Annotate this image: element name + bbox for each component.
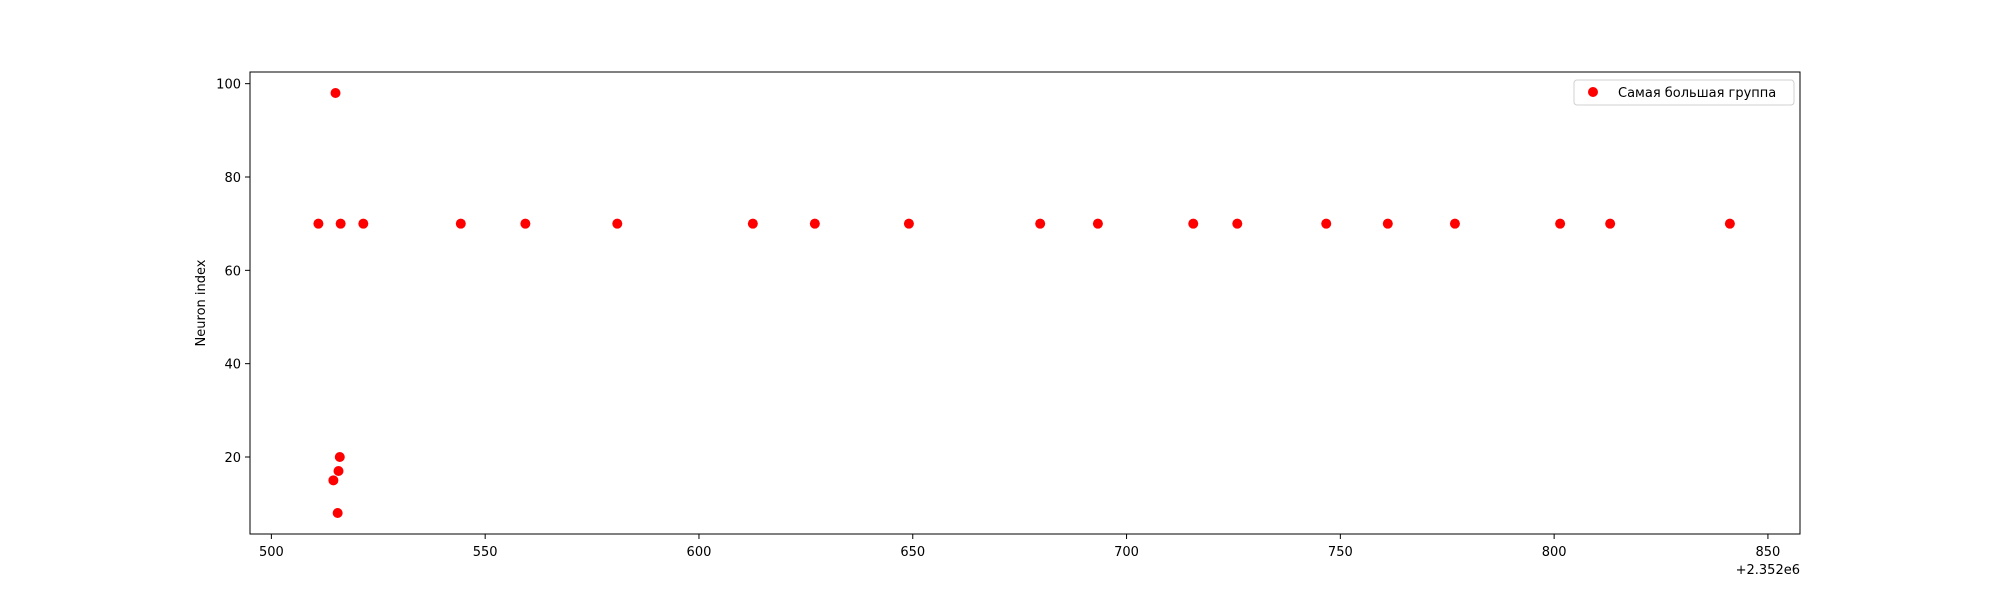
data-point <box>903 218 914 229</box>
legend: Самая большая группа <box>1573 79 1795 106</box>
data-point <box>1724 218 1735 229</box>
data-point <box>612 218 623 229</box>
y-axis-label: Neuron index <box>194 259 209 346</box>
data-point <box>1232 218 1243 229</box>
y-tick-label: 80 <box>224 171 241 186</box>
legend-marker <box>1588 87 1598 97</box>
data-point <box>335 218 346 229</box>
data-point <box>1382 218 1393 229</box>
x-tick-label: 500 <box>259 545 284 560</box>
x-axis-ticks: 500 550 600 650 700 750 800 850 <box>259 534 1780 560</box>
x-tick-label: 600 <box>687 545 712 560</box>
data-point <box>1035 218 1046 229</box>
data-point <box>520 218 531 229</box>
y-tick-label: 100 <box>216 78 241 93</box>
y-tick-label: 60 <box>224 264 241 279</box>
data-point <box>455 218 466 229</box>
plot-frame <box>249 71 1801 535</box>
data-point <box>1092 218 1103 229</box>
x-offset-label: +2.352e6 <box>1736 563 1800 578</box>
legend-entry: Самая большая группа <box>1618 86 1776 101</box>
y-tick-label: 20 <box>224 451 241 466</box>
data-point <box>1605 218 1616 229</box>
data-point <box>313 218 324 229</box>
x-tick-label: 550 <box>473 545 498 560</box>
data-point <box>328 475 339 486</box>
y-tick-label: 40 <box>224 358 241 373</box>
data-point <box>809 218 820 229</box>
data-point <box>1449 218 1460 229</box>
data-point <box>747 218 758 229</box>
x-tick-label: 850 <box>1756 545 1781 560</box>
data-point <box>358 218 369 229</box>
data-point <box>334 452 345 462</box>
data-point <box>1188 218 1199 229</box>
x-tick-label: 750 <box>1328 545 1353 560</box>
legend-box <box>1573 79 1795 106</box>
data-point <box>1321 218 1332 229</box>
x-tick-label: 800 <box>1542 545 1567 560</box>
data-points <box>313 88 1735 518</box>
data-point <box>333 466 344 476</box>
data-point <box>1555 218 1566 229</box>
data-point <box>332 508 343 518</box>
data-point <box>330 88 341 98</box>
x-tick-label: 700 <box>1114 545 1139 560</box>
x-tick-label: 650 <box>900 545 925 560</box>
y-axis-ticks: 20 40 60 80 100 <box>216 78 250 466</box>
